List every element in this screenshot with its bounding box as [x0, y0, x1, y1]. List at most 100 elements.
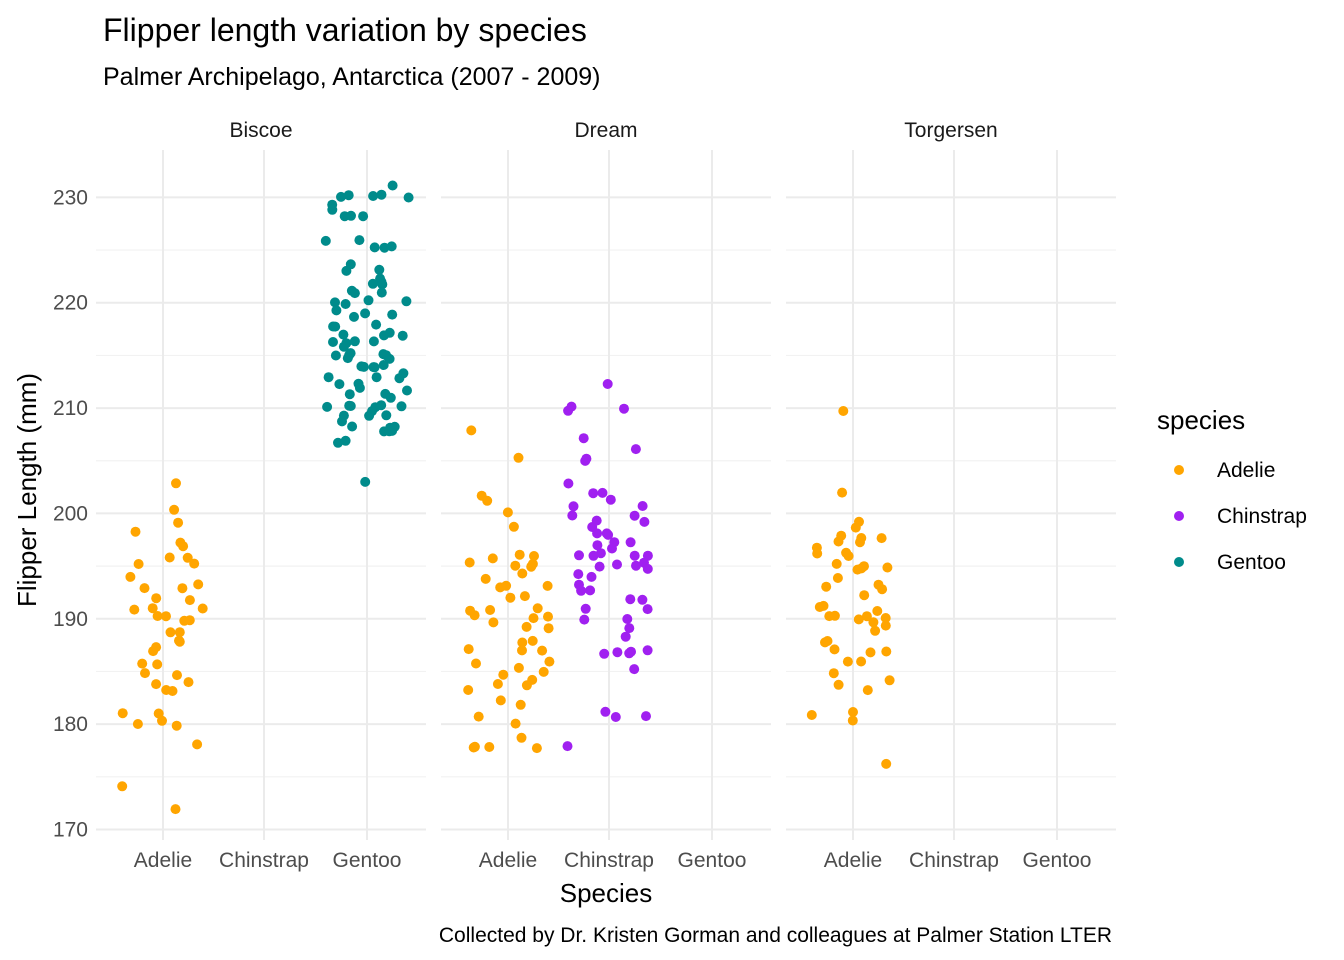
- data-point: [164, 552, 175, 563]
- data-point: [376, 189, 387, 200]
- data-point: [463, 685, 474, 695]
- data-point: [339, 211, 350, 222]
- data-point: [480, 573, 491, 584]
- data-point: [629, 550, 640, 561]
- data-point: [829, 610, 840, 621]
- x-tick-label: Chinstrap: [219, 849, 309, 872]
- y-tick-label: 230: [53, 186, 88, 209]
- data-point: [544, 656, 555, 667]
- legend-label: Gentoo: [1217, 551, 1286, 574]
- data-point: [852, 564, 863, 575]
- data-point: [151, 642, 162, 653]
- y-tick-label: 190: [53, 608, 88, 631]
- data-point: [528, 613, 539, 624]
- data-point: [381, 410, 392, 421]
- legend-item: Chinstrap: [1174, 505, 1307, 528]
- data-point: [340, 299, 351, 309]
- chart-title: Flipper length variation by species: [103, 12, 587, 48]
- data-point: [129, 604, 140, 615]
- data-point: [349, 311, 359, 322]
- data-point: [358, 211, 369, 222]
- data-point: [517, 637, 528, 648]
- data-point: [394, 373, 405, 384]
- data-point: [881, 646, 892, 657]
- data-point: [609, 537, 620, 548]
- data-point: [833, 536, 844, 547]
- y-tick-label: 170: [53, 818, 88, 841]
- data-point: [568, 501, 579, 512]
- data-point: [342, 353, 353, 364]
- data-point: [510, 718, 521, 729]
- data-point: [140, 668, 150, 679]
- data-point: [629, 664, 640, 675]
- data-point: [848, 707, 858, 717]
- data-point: [861, 611, 872, 622]
- data-point: [338, 410, 349, 421]
- data-point: [642, 563, 653, 574]
- data-point: [376, 287, 387, 298]
- data-point: [516, 732, 527, 743]
- data-point: [602, 379, 613, 389]
- data-point: [588, 488, 599, 499]
- data-point: [543, 611, 553, 622]
- data-point: [521, 621, 532, 632]
- y-tick-label: 220: [53, 292, 88, 315]
- data-point: [152, 611, 163, 621]
- data-point: [174, 627, 185, 638]
- data-point: [139, 583, 150, 594]
- facet-panel: Biscoe Adelie Chinstrap Gentoo: [96, 119, 426, 872]
- data-point: [855, 537, 865, 548]
- data-point: [850, 522, 861, 533]
- data-point: [828, 668, 839, 679]
- facet-label: Torgersen: [904, 119, 997, 142]
- data-point: [876, 533, 887, 544]
- data-point: [510, 560, 521, 571]
- data-point: [330, 321, 341, 332]
- data-point: [170, 804, 181, 815]
- data-point: [498, 669, 509, 680]
- data-point: [152, 659, 163, 670]
- data-point: [502, 507, 513, 518]
- data-point: [884, 675, 895, 686]
- data-point: [537, 645, 548, 656]
- data-point: [873, 579, 884, 590]
- x-tick-label: Chinstrap: [909, 849, 999, 872]
- data-point: [508, 521, 519, 532]
- data-point: [882, 562, 893, 573]
- data-point: [532, 603, 543, 614]
- facet-panel: Torgersen Adelie Chinstrap Gentoo: [786, 119, 1116, 872]
- data-point: [856, 656, 867, 667]
- data-point: [513, 452, 524, 463]
- data-point: [592, 540, 603, 551]
- data-point: [601, 528, 612, 539]
- data-point: [333, 437, 343, 448]
- data-point: [378, 360, 389, 370]
- data-point: [529, 551, 539, 561]
- data-point: [464, 557, 475, 568]
- data-point: [837, 487, 848, 498]
- data-point: [538, 666, 549, 677]
- data-point: [178, 541, 189, 552]
- data-point: [125, 571, 136, 582]
- data-point: [165, 627, 176, 638]
- data-point: [574, 550, 584, 561]
- data-point: [594, 561, 605, 572]
- data-point: [630, 444, 641, 455]
- data-point: [488, 617, 499, 628]
- data-point: [330, 297, 340, 308]
- data-point: [469, 741, 480, 752]
- data-point: [192, 739, 203, 750]
- data-point: [625, 594, 636, 605]
- data-point: [320, 235, 331, 246]
- data-point: [870, 625, 881, 636]
- data-point: [872, 606, 883, 616]
- data-point: [403, 192, 414, 203]
- data-point: [172, 670, 182, 681]
- data-point: [831, 558, 842, 569]
- data-point: [576, 585, 587, 596]
- data-point: [865, 647, 876, 658]
- data-point: [492, 679, 503, 689]
- data-point: [833, 679, 844, 690]
- data-point: [505, 592, 516, 603]
- data-point: [581, 453, 592, 464]
